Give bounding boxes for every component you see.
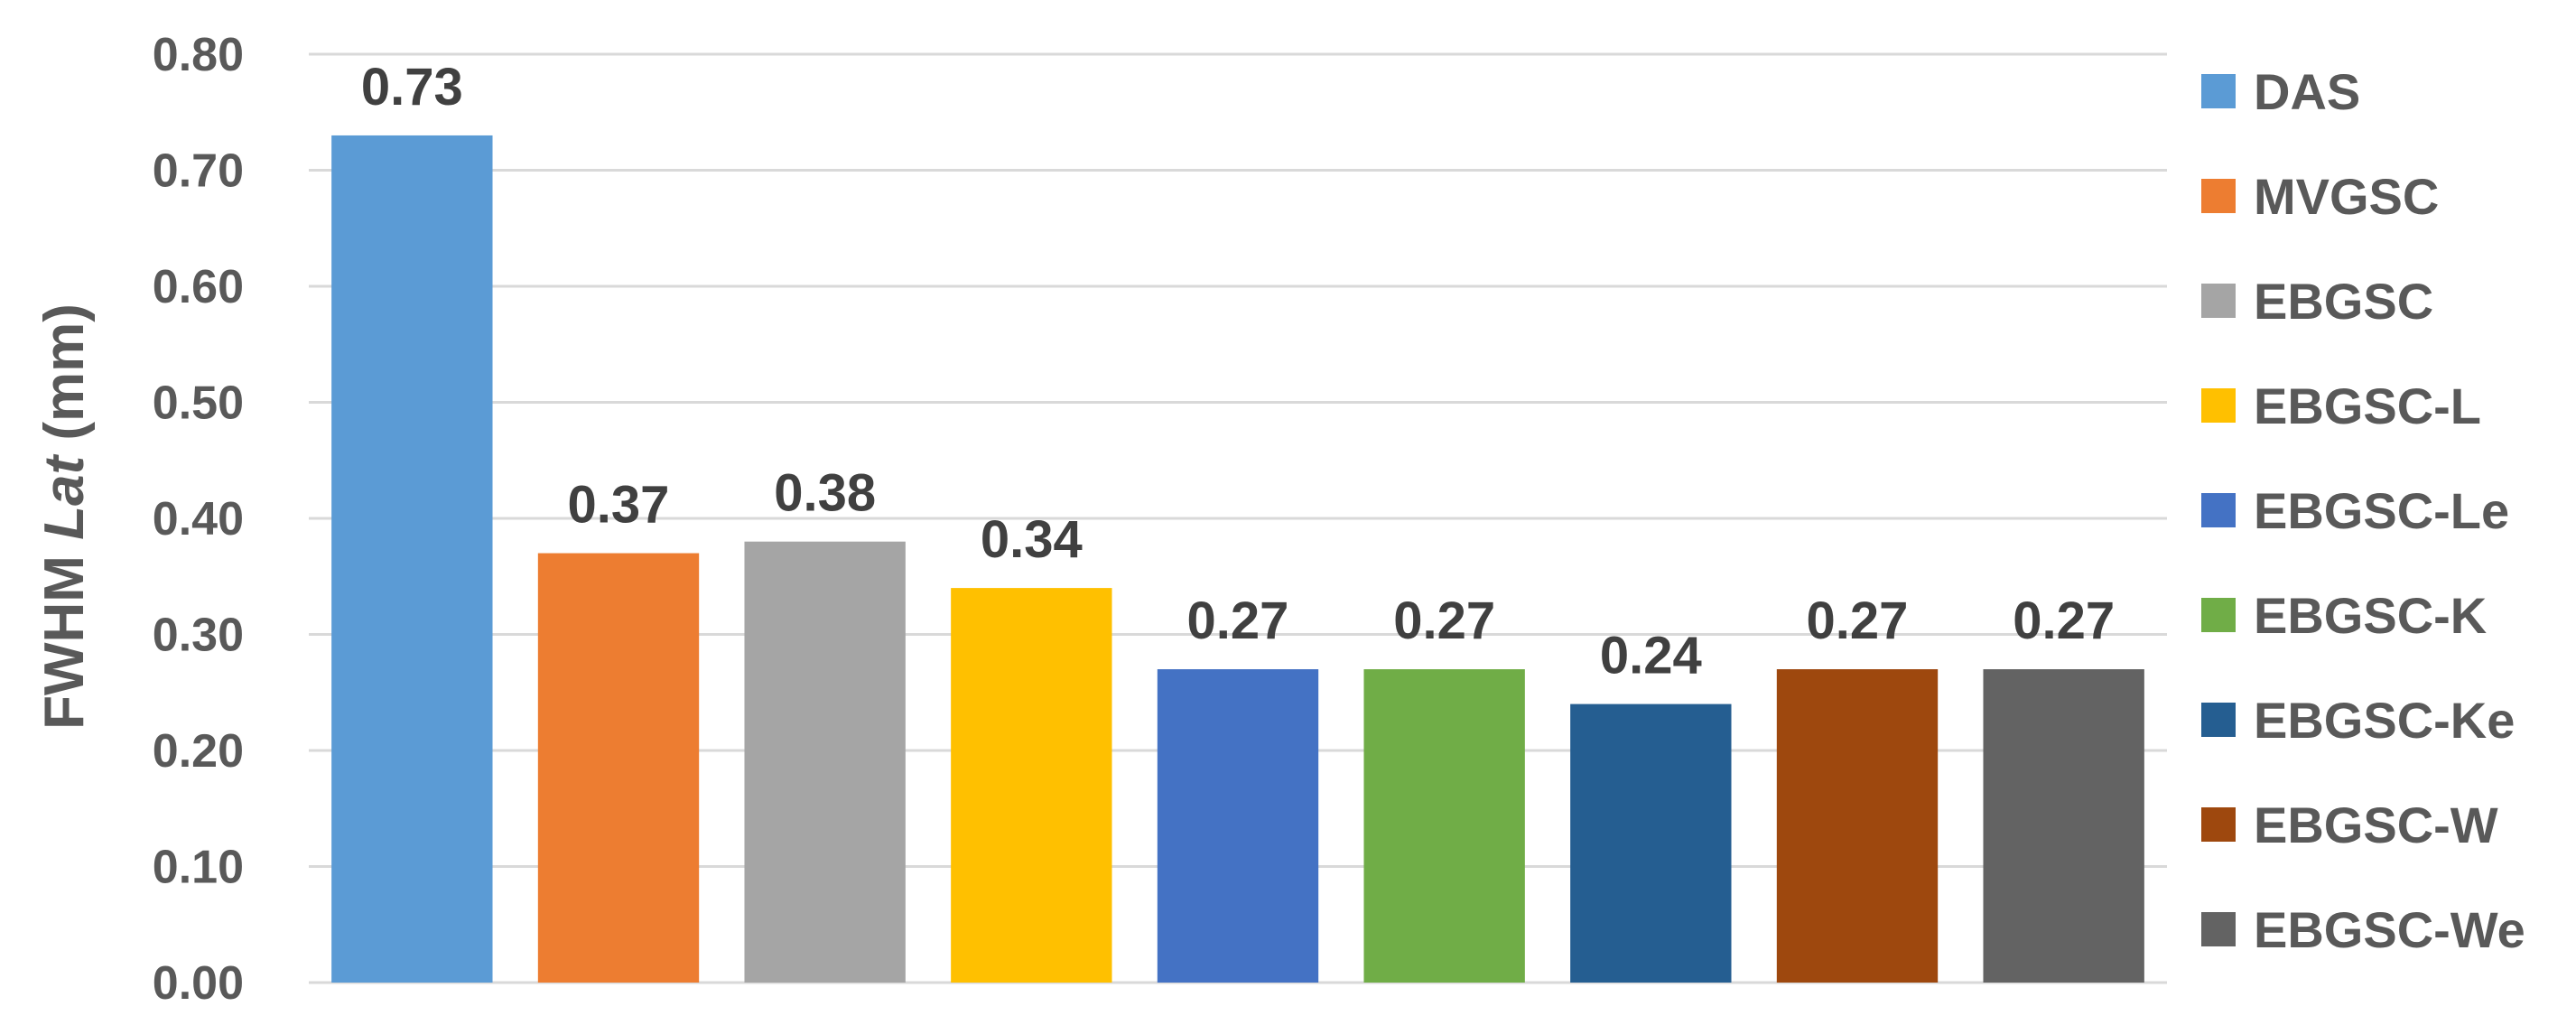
legend-swatch [2201,807,2236,842]
y-tick-label: 0.40 [153,493,244,545]
y-tick-label: 0.20 [153,725,244,778]
bars [331,135,2144,983]
y-tick-label: 0.60 [153,261,244,313]
y-axis-title-suffix: (mm) [33,303,96,456]
legend-swatch [2201,912,2236,946]
data-label: 0.38 [774,464,876,523]
legend-swatch [2201,74,2236,108]
y-axis-ticks: 0.00 0.10 0.20 0.30 0.40 0.50 0.60 0.70 0.80 [153,29,244,1010]
y-axis-title: FWHM Lat (mm) [33,303,96,730]
bar [1983,669,2144,983]
data-label: 0.34 [981,510,1083,569]
data-labels: 0.73 0.37 0.38 0.34 0.27 0.27 0.24 0.27 0.27 [361,58,2115,685]
y-tick-label: 0.70 [153,145,244,198]
legend-swatch [2201,493,2236,527]
data-label: 0.73 [361,58,463,116]
y-tick-label: 0.10 [153,842,244,894]
data-label: 0.24 [1600,627,1702,685]
legend: DAS MVGSC EBGSC EBGSC-L EBGSC-Le EBGSC-K EBGSC… [2201,63,2525,958]
legend-label: EBGSC-We [2254,901,2525,958]
data-label: 0.27 [1393,592,1495,650]
legend-label: EBGSC [2254,273,2433,330]
legend-label: EBGSC-K [2254,587,2487,644]
bar [744,541,906,983]
legend-swatch [2201,388,2236,423]
data-label: 0.27 [1187,592,1289,650]
bar [1776,669,1939,983]
legend-label: EBGSC-Le [2254,482,2509,539]
y-tick-label: 0.00 [153,957,244,1010]
legend-label: EBGSC-L [2254,377,2481,434]
legend-label: EBGSC-W [2254,797,2498,853]
legend-swatch [2201,703,2236,737]
bar [1570,704,1732,983]
legend-swatch [2201,284,2236,318]
y-axis-title-prefix: FWHM [33,540,96,730]
bar [331,135,493,983]
y-axis-title-italic: Lat [33,454,96,540]
bar [537,553,700,983]
legend-swatch [2201,179,2236,213]
bar [1363,669,1525,983]
bar [1157,669,1319,983]
y-tick-label: 0.30 [153,610,244,662]
y-tick-label: 0.50 [153,377,244,430]
legend-label: EBGSC-Ke [2254,692,2515,749]
data-label: 0.37 [568,476,670,535]
legend-swatch [2201,598,2236,632]
legend-label: DAS [2254,63,2360,120]
data-label: 0.27 [1807,592,1909,650]
y-tick-label: 0.80 [153,29,244,81]
legend-label: MVGSC [2254,168,2439,225]
data-label: 0.27 [2013,592,2115,650]
bar [951,588,1112,983]
